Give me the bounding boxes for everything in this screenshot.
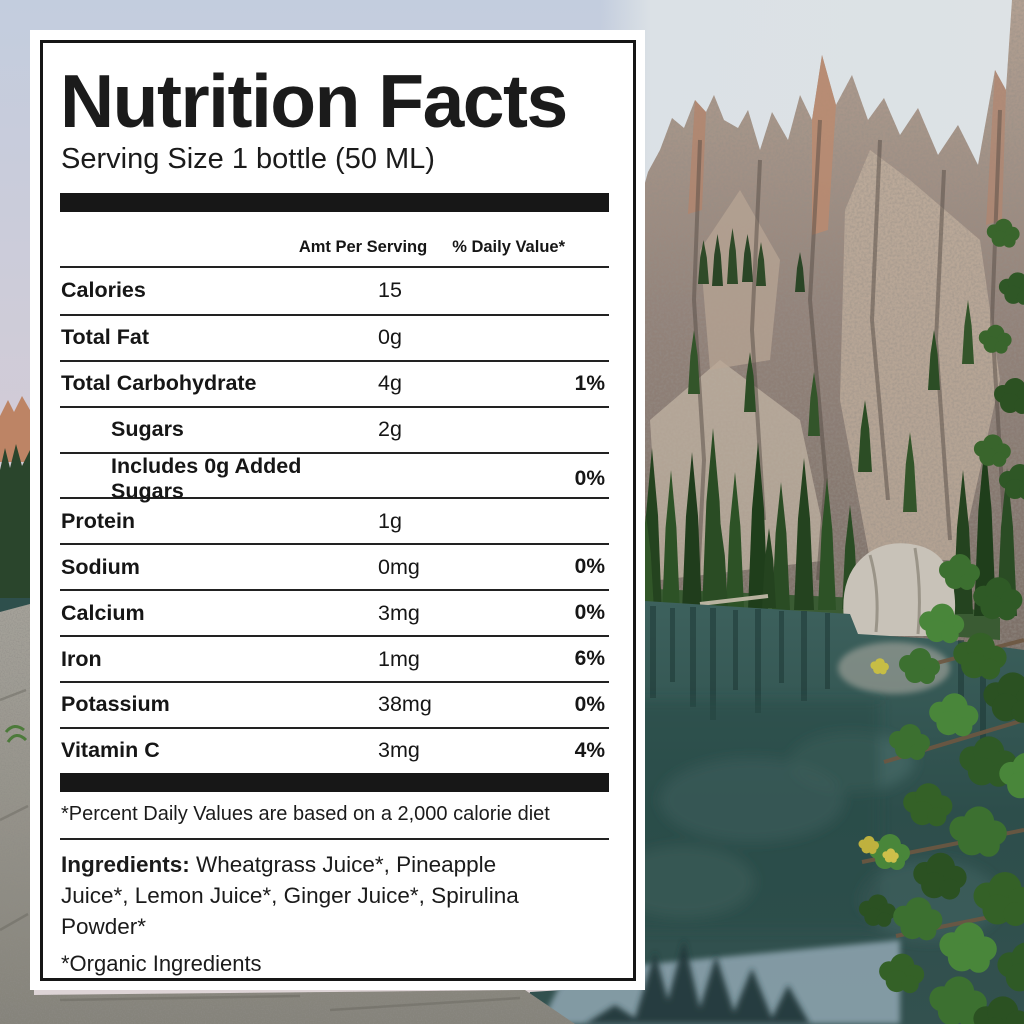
nutrient-row-vitamin-c: Vitamin C 3mg 4%: [60, 726, 609, 773]
nutrient-amount: 3mg: [378, 738, 420, 763]
column-header-daily-value: % Daily Value*: [452, 238, 565, 256]
nutrient-table: Calories 15 Total Fat 0g Total Carbohydr…: [60, 266, 609, 773]
nutrient-amount: 1g: [378, 508, 402, 533]
nutrient-amount: 15: [378, 278, 402, 303]
separator-bar-bottom: [60, 772, 609, 792]
nutrient-daily-value: 0%: [574, 601, 605, 625]
nutrient-name: Calcium: [61, 600, 145, 625]
nutrient-row-potassium: Potassium 38mg 0%: [60, 681, 609, 727]
nutrient-daily-value: 1%: [574, 371, 605, 395]
nutrient-row-iron: Iron 1mg 6%: [60, 635, 609, 681]
nutrient-row-sodium: Sodium 0mg 0%: [60, 543, 609, 589]
nutrient-row-calories: Calories 15: [60, 268, 609, 314]
separator-bar-top: [60, 193, 609, 212]
nutrient-name: Total Carbohydrate: [61, 371, 257, 396]
nutrient-name: Total Fat: [61, 325, 149, 350]
nutrition-facts-label: Nutrition Facts Serving Size 1 bottle (5…: [30, 30, 645, 990]
ingredients-list: Wheatgrass Juice*, Pineapple Juice*, Lem…: [61, 851, 519, 939]
nutrient-name: Potassium: [61, 692, 170, 717]
nutrient-row-total-carbohydrate: Total Carbohydrate 4g 1%: [60, 359, 609, 406]
nutrient-row-total-fat: Total Fat 0g: [60, 313, 609, 360]
nutrient-daily-value: 6%: [574, 647, 605, 671]
nutrient-daily-value: 4%: [574, 738, 605, 762]
footnote-divider: [60, 837, 609, 840]
nutrient-row-protein: Protein 1g: [60, 497, 609, 543]
nutrient-amount: 38mg: [378, 692, 432, 717]
nutrient-daily-value: 0%: [574, 555, 605, 579]
column-header-amount: Amt Per Serving: [298, 238, 428, 256]
nutrient-amount: 1mg: [378, 646, 420, 671]
nutrient-row-sugars: Sugars 2g: [60, 405, 609, 452]
nutrient-row-added-sugars: Includes 0g Added Sugars 0%: [60, 451, 609, 503]
nutrient-daily-value: 0%: [574, 692, 605, 716]
column-headers: Amt Per Serving % Daily Value*: [60, 212, 609, 266]
nutrient-amount: 0g: [378, 325, 402, 350]
label-border: Nutrition Facts Serving Size 1 bottle (5…: [40, 40, 636, 981]
nutrient-amount: 4g: [378, 371, 402, 396]
label-title: Nutrition Facts: [60, 59, 568, 143]
daily-value-footnote: *Percent Daily Values are based on a 2,0…: [61, 802, 550, 825]
nutrient-name: Vitamin C: [61, 738, 160, 763]
ingredients-text: Ingredients: Wheatgrass Juice*, Pineappl…: [61, 849, 566, 942]
organic-note: *Organic Ingredients: [61, 950, 262, 976]
nutrient-row-calcium: Calcium 3mg 0%: [60, 589, 609, 635]
nutrient-amount: 0mg: [378, 554, 420, 579]
nutrient-name: Includes 0g Added Sugars: [111, 453, 302, 503]
nutrient-amount: 2g: [378, 417, 402, 442]
ingredients-label: Ingredients:: [61, 851, 190, 877]
nutrient-name: Calories: [61, 278, 146, 303]
serving-size: Serving Size 1 bottle (50 ML): [61, 143, 435, 175]
nutrient-name: Sugars: [111, 417, 184, 442]
nutrient-amount: 3mg: [378, 600, 420, 625]
nutrient-name: Protein: [61, 508, 136, 533]
nutrient-name: Sodium: [61, 554, 140, 579]
nutrient-name: Iron: [61, 646, 102, 671]
nutrient-daily-value: 0%: [574, 466, 605, 490]
